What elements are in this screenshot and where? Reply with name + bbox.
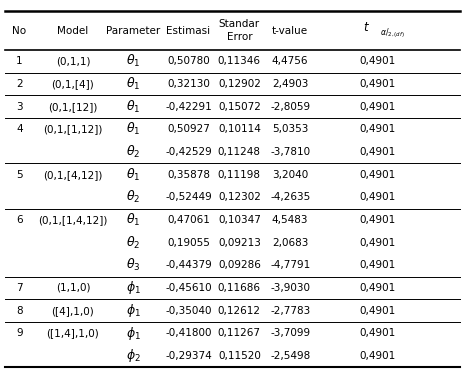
Text: 2: 2 xyxy=(16,79,23,89)
Text: $\theta_1$: $\theta_1$ xyxy=(126,167,140,183)
Text: -0,42529: -0,42529 xyxy=(165,147,212,157)
Text: 0,12302: 0,12302 xyxy=(218,192,261,202)
Text: $\theta_2$: $\theta_2$ xyxy=(126,189,140,206)
Text: (0,1,[4,12]): (0,1,[4,12]) xyxy=(43,170,103,180)
Text: 0,4901: 0,4901 xyxy=(360,192,396,202)
Text: $\theta_2$: $\theta_2$ xyxy=(126,144,140,160)
Text: 0,4901: 0,4901 xyxy=(360,306,396,316)
Text: $\phi_1$: $\phi_1$ xyxy=(126,279,140,296)
Text: Parameter: Parameter xyxy=(106,26,160,36)
Text: 0,4901: 0,4901 xyxy=(360,351,396,361)
Text: ([4],1,0): ([4],1,0) xyxy=(52,306,94,316)
Text: $\theta_2$: $\theta_2$ xyxy=(126,234,140,251)
Text: 0,4901: 0,4901 xyxy=(360,215,396,225)
Text: $\theta_1$: $\theta_1$ xyxy=(126,121,140,137)
Text: $\theta_1$: $\theta_1$ xyxy=(126,212,140,228)
Text: 7: 7 xyxy=(16,283,23,293)
Text: -0,29374: -0,29374 xyxy=(165,351,212,361)
Text: 0,4901: 0,4901 xyxy=(360,260,396,270)
Text: 4,4756: 4,4756 xyxy=(272,56,309,66)
Text: 0,15072: 0,15072 xyxy=(218,102,261,112)
Text: -3,9030: -3,9030 xyxy=(270,283,310,293)
Text: $\phi_2$: $\phi_2$ xyxy=(126,348,140,364)
Text: Estimasi: Estimasi xyxy=(166,26,211,36)
Text: 3,2040: 3,2040 xyxy=(272,170,308,180)
Text: 0,47061: 0,47061 xyxy=(167,215,210,225)
Text: 5: 5 xyxy=(16,170,23,180)
Text: 3: 3 xyxy=(16,102,23,112)
Text: (0,1,[1,12]): (0,1,[1,12]) xyxy=(43,124,103,134)
Text: 6: 6 xyxy=(16,215,23,225)
Text: 0,11346: 0,11346 xyxy=(218,56,261,66)
Text: 0,11248: 0,11248 xyxy=(218,147,261,157)
Text: Model: Model xyxy=(57,26,89,36)
Text: Standar
Error: Standar Error xyxy=(219,19,260,42)
Text: 0,4901: 0,4901 xyxy=(360,124,396,134)
Text: 4: 4 xyxy=(16,124,23,134)
Text: 0,50780: 0,50780 xyxy=(167,56,210,66)
Text: 0,35878: 0,35878 xyxy=(167,170,210,180)
Text: (0,1,[12]): (0,1,[12]) xyxy=(49,102,97,112)
Text: 0,4901: 0,4901 xyxy=(360,238,396,248)
Text: $t$: $t$ xyxy=(363,21,370,34)
Text: -2,7783: -2,7783 xyxy=(270,306,310,316)
Text: 0,4901: 0,4901 xyxy=(360,147,396,157)
Text: -4,2635: -4,2635 xyxy=(270,192,310,202)
Text: -3,7810: -3,7810 xyxy=(270,147,310,157)
Text: -2,5498: -2,5498 xyxy=(270,351,310,361)
Text: 0,4901: 0,4901 xyxy=(360,79,396,89)
Text: $\phi_1$: $\phi_1$ xyxy=(126,302,140,319)
Text: ([1,4],1,0): ([1,4],1,0) xyxy=(47,328,99,338)
Text: 0,32130: 0,32130 xyxy=(167,79,210,89)
Text: $\theta_3$: $\theta_3$ xyxy=(126,257,140,273)
Text: 0,4901: 0,4901 xyxy=(360,102,396,112)
Text: 1: 1 xyxy=(16,56,23,66)
Text: 0,11520: 0,11520 xyxy=(218,351,261,361)
Text: (0,1,[1,4,12]): (0,1,[1,4,12]) xyxy=(38,215,108,225)
Text: $\theta_1$: $\theta_1$ xyxy=(126,76,140,92)
Text: $\theta_1$: $\theta_1$ xyxy=(126,53,140,69)
Text: 5,0353: 5,0353 xyxy=(272,124,308,134)
Text: 0,09286: 0,09286 xyxy=(218,260,261,270)
Text: 0,10347: 0,10347 xyxy=(218,215,261,225)
Text: -4,7791: -4,7791 xyxy=(270,260,310,270)
Text: 0,12902: 0,12902 xyxy=(218,79,261,89)
Text: 2,0683: 2,0683 xyxy=(272,238,308,248)
Text: (0,1,[4]): (0,1,[4]) xyxy=(52,79,94,89)
Text: 0,4901: 0,4901 xyxy=(360,170,396,180)
Text: $\phi_1$: $\phi_1$ xyxy=(126,325,140,342)
Text: -0,41800: -0,41800 xyxy=(165,328,212,338)
Text: 0,50927: 0,50927 xyxy=(167,124,210,134)
Text: 0,11198: 0,11198 xyxy=(218,170,261,180)
Text: -0,42291: -0,42291 xyxy=(165,102,212,112)
Text: 2,4903: 2,4903 xyxy=(272,79,308,89)
Text: -0,35040: -0,35040 xyxy=(165,306,212,316)
Text: 0,4901: 0,4901 xyxy=(360,328,396,338)
Text: -2,8059: -2,8059 xyxy=(270,102,310,112)
Text: (0,1,1): (0,1,1) xyxy=(56,56,90,66)
Text: 0,12612: 0,12612 xyxy=(218,306,261,316)
Text: 0,11686: 0,11686 xyxy=(218,283,261,293)
Text: 8: 8 xyxy=(16,306,23,316)
Text: $\alpha/_{2,(df)}$: $\alpha/_{2,(df)}$ xyxy=(380,27,405,40)
Text: (1,1,0): (1,1,0) xyxy=(56,283,90,293)
Text: No: No xyxy=(12,26,26,36)
Text: 0,09213: 0,09213 xyxy=(218,238,261,248)
Text: t-value: t-value xyxy=(272,26,308,36)
Text: 0,11267: 0,11267 xyxy=(218,328,261,338)
Text: 0,10114: 0,10114 xyxy=(218,124,261,134)
Text: $\theta_1$: $\theta_1$ xyxy=(126,99,140,115)
Text: 9: 9 xyxy=(16,328,23,338)
Text: 0,19055: 0,19055 xyxy=(167,238,210,248)
Text: 0,4901: 0,4901 xyxy=(360,56,396,66)
Text: 0,4901: 0,4901 xyxy=(360,283,396,293)
Text: 4,5483: 4,5483 xyxy=(272,215,309,225)
Text: -3,7099: -3,7099 xyxy=(270,328,310,338)
Text: -0,45610: -0,45610 xyxy=(165,283,212,293)
Text: -0,44379: -0,44379 xyxy=(165,260,212,270)
Text: -0,52449: -0,52449 xyxy=(165,192,212,202)
